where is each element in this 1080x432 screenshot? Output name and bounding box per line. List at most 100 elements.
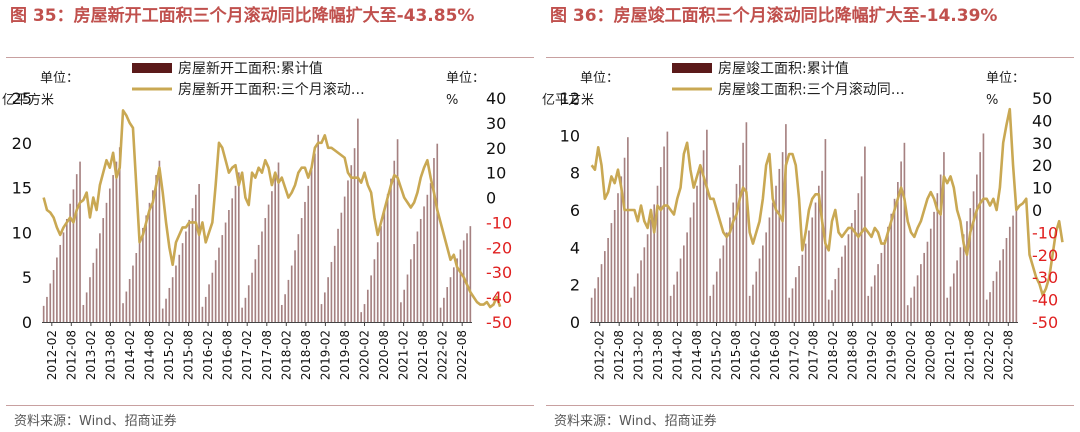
bar-mark xyxy=(999,260,1001,322)
bar-mark xyxy=(304,201,306,322)
bar-mark xyxy=(752,284,754,322)
bar-mark xyxy=(56,257,58,322)
bar-mark xyxy=(416,231,419,322)
bar-mark xyxy=(706,129,708,322)
bar-mark xyxy=(59,244,62,322)
bar-mark xyxy=(976,174,978,322)
chart-title: 图 35：房屋新开工面积三个月滚动同比降幅扩大至-43.85% xyxy=(10,6,475,26)
x-tick-label: 2018-02 xyxy=(279,330,293,380)
bar-mark xyxy=(594,288,596,322)
y2-tick-label: 40 xyxy=(1032,111,1052,130)
bar-mark xyxy=(692,202,695,322)
bar-mark xyxy=(893,198,896,322)
bar-mark xyxy=(340,212,343,322)
bar-mark xyxy=(337,228,339,322)
bar-mark xyxy=(224,222,227,322)
legend-label: 房屋竣工面积:三个月滚动同… xyxy=(718,81,905,98)
x-tick-label: 2016-08 xyxy=(768,330,782,380)
bar-mark xyxy=(320,304,323,322)
y2-tick-label: 30 xyxy=(1032,134,1052,153)
bar-mark xyxy=(679,258,682,322)
bar-mark xyxy=(959,247,962,322)
bar-mark xyxy=(791,288,794,322)
x-tick-label: 2018-02 xyxy=(826,330,840,380)
bar-mark xyxy=(208,284,210,322)
series-line xyxy=(42,109,502,309)
bar-mark xyxy=(433,158,435,322)
bar-mark xyxy=(290,265,293,322)
y-tick-label: 20 xyxy=(12,134,32,153)
x-tick-label: 2017-02 xyxy=(787,330,801,380)
bar-mark xyxy=(333,245,336,322)
y2-tick-label: 10 xyxy=(486,164,506,183)
bar-mark xyxy=(462,240,465,322)
bar-mark xyxy=(646,234,649,322)
bar-mark xyxy=(873,275,876,322)
bar-mark xyxy=(62,232,65,322)
bar-mark xyxy=(148,202,151,322)
bar-mark xyxy=(742,142,744,322)
y-tick-label: 4 xyxy=(570,238,580,257)
x-tick-label: 2012-02 xyxy=(45,330,59,380)
bar-mark xyxy=(125,291,128,322)
bar-mark xyxy=(360,312,363,322)
bar-mark xyxy=(929,228,932,322)
bar-mark xyxy=(735,183,738,322)
title-divider xyxy=(546,57,1074,58)
bar-mark xyxy=(426,194,429,322)
bar-mark xyxy=(439,307,442,322)
bar-mark xyxy=(982,133,985,322)
y2-tick-label: -20 xyxy=(486,238,512,257)
bar-mark xyxy=(257,244,260,322)
bar-mark xyxy=(132,265,134,322)
legend-label: 房屋竣工面积:累计值 xyxy=(718,61,849,77)
source-note: 资料来源：Wind、招商证券 xyxy=(554,414,717,429)
bar-mark xyxy=(234,185,237,322)
bar-mark xyxy=(49,283,52,322)
x-tick-label: 2012-08 xyxy=(64,330,78,380)
bar-mark xyxy=(1005,238,1008,322)
bar-mark xyxy=(307,185,310,322)
bar-mark xyxy=(264,218,267,322)
bar-mark xyxy=(850,223,853,322)
bar-mark xyxy=(643,247,646,322)
x-tick-label: 2020-08 xyxy=(924,330,938,380)
bar-mark xyxy=(719,258,721,322)
bar-mark xyxy=(794,277,797,322)
bar-mark xyxy=(814,202,817,322)
bar-mark xyxy=(42,305,45,322)
bar-mark xyxy=(85,292,88,322)
bar-mark xyxy=(676,271,679,322)
bar-mark xyxy=(201,306,204,322)
bar-mark xyxy=(373,259,376,322)
y2-tick-label: -10 xyxy=(1032,223,1058,242)
bar-mark xyxy=(310,169,313,322)
bar-mark xyxy=(683,245,685,322)
legend-label: 房屋新开工面积:累计值 xyxy=(178,61,323,77)
x-tick-label: 2020-02 xyxy=(904,330,918,380)
bar-mark xyxy=(396,139,399,322)
y2-axis-unit-label: 单位： xyxy=(446,71,485,86)
bar-mark xyxy=(758,258,761,322)
bar-mark xyxy=(939,174,942,322)
bar-mark xyxy=(244,297,247,322)
bar-mark xyxy=(112,175,114,322)
bar-mark xyxy=(314,153,316,322)
bar-mark xyxy=(297,234,300,322)
x-tick-label: 2016-02 xyxy=(201,330,215,380)
bar-mark xyxy=(449,277,452,322)
x-tick-label: 2019-02 xyxy=(318,330,332,380)
bar-mark xyxy=(443,297,445,322)
bar-mark xyxy=(79,161,81,322)
y2-tick-label: 40 xyxy=(486,89,506,108)
bar-mark xyxy=(403,289,406,322)
x-tick-label: 2015-08 xyxy=(182,330,196,380)
bar-mark xyxy=(883,239,886,322)
y2-tick-label: -10 xyxy=(486,213,512,232)
bar-mark xyxy=(702,150,705,322)
bar-mark xyxy=(366,289,369,322)
y-tick-label: 5 xyxy=(22,268,32,287)
bar-mark xyxy=(118,147,121,322)
x-tick-label: 2012-02 xyxy=(593,330,607,380)
bar-mark xyxy=(284,294,286,322)
